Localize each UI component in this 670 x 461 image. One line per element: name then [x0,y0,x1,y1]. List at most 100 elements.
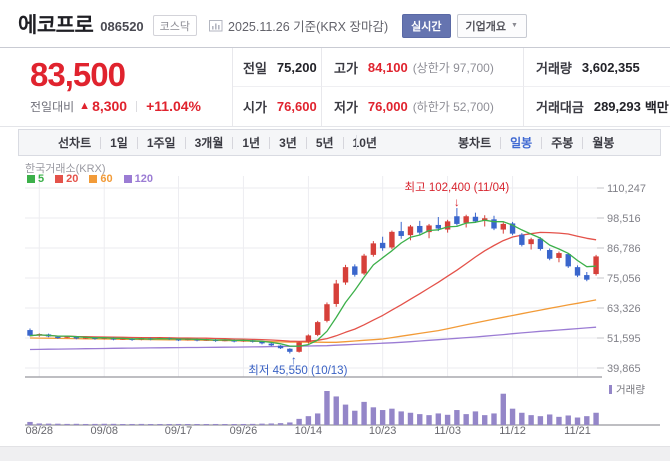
candle [333,283,339,304]
candle [472,216,479,222]
x-axis-label: 09/08 [90,425,118,437]
volume-bar [482,415,488,425]
volume-bar [147,424,154,425]
volume-bar [528,415,534,425]
volume-bar [417,414,423,425]
down-arrow-icon: ↓ [454,195,460,209]
ma-legend-item-5: 5 [27,173,44,185]
volume-bar [407,412,414,425]
volume-bar [565,415,571,425]
tab-일봉[interactable]: 일봉 [500,136,541,149]
tab-10년[interactable]: 10년 [342,136,386,149]
ma60-line [29,299,597,343]
price-change-row: 전일대비 ▲ 8,300 +11.04% [30,98,232,115]
realtime-button[interactable]: 실시간 [402,13,451,38]
candle [593,256,599,275]
ma120-line [29,326,597,351]
stock-name: 에코프로 [18,13,94,37]
candle [175,339,182,341]
candle [417,225,423,233]
stat-trading-value: 거래대금 289,293 백만 [523,87,670,126]
volume-bar [185,424,191,425]
volume-bar [296,418,302,425]
volume-bar [426,415,432,425]
stat-low: 저가 76,000 (하한가 52,700) [321,87,523,126]
change-label: 전일대비 [30,99,75,114]
tab-월봉[interactable]: 월봉 [582,136,623,149]
y-axis-label: 51,595 [607,333,641,345]
tab-5년[interactable]: 5년 [305,136,343,149]
candle [444,221,451,230]
volume-bar [463,414,469,425]
ma5-line [29,219,597,347]
divider [136,100,138,112]
current-price-box: 83,500 전일대비 ▲ 8,300 +11.04% [0,48,233,126]
volume-bar [27,421,33,425]
volume-bar [546,414,553,425]
volume-bar [389,408,395,425]
tab-1주일[interactable]: 1주일 [136,136,185,149]
tab-3개월[interactable]: 3개월 [184,136,233,149]
stock-code: 086520 [100,18,144,34]
candle-type-tabs: 봉차트 일봉 주봉 월봉 [449,130,623,155]
volume-bar [175,423,182,425]
tab-3년[interactable]: 3년 [269,136,306,149]
y-axis-label: 75,056 [607,273,641,285]
volume-bar [277,423,284,425]
volume-bar [398,411,404,425]
x-axis-label: 09/17 [165,425,193,437]
ma20-line [29,231,597,343]
volume-bar [120,424,126,425]
volume-bar [36,423,42,425]
chevron-down-icon: ▼ [511,22,518,29]
tab-주봉[interactable]: 주봉 [541,136,582,149]
volume-bar [259,423,265,425]
volume-bar [212,423,219,425]
volume-bar [157,424,163,425]
candle [296,342,302,352]
y-axis-label: 110,247 [607,183,646,195]
volume-bar [584,416,590,425]
tab-1년[interactable]: 1년 [232,136,269,149]
volume-bar [444,414,451,425]
volume-bar [491,413,497,425]
company-overview-button[interactable]: 기업개요 ▼ [456,13,527,38]
candle [426,225,432,233]
candle [27,330,33,336]
candle [361,255,367,274]
volume-bar [472,411,479,425]
volume-bar [101,423,107,425]
volume-bar [203,424,210,425]
tab-선차트[interactable]: 선차트 [58,135,92,150]
y-axis-label: 63,326 [607,303,641,315]
volume-bar [454,410,460,425]
x-axis-label: 10/23 [369,425,397,437]
divider [356,135,357,150]
volume-bar [574,417,581,425]
volume-bar [82,423,89,425]
y-axis-label: 98,516 [607,213,641,225]
volume-bar [509,408,516,425]
volume-bar [287,422,293,425]
tab-봉차트[interactable]: 봉차트 [458,135,492,150]
volume-bar [45,423,52,425]
candle [314,322,321,335]
candle [305,335,312,342]
volume-bar [73,423,80,425]
market-badge: 코스닥 [152,14,198,36]
high-annotation: 최고 102,400 (11/04) [405,181,510,194]
header: 에코프로 086520 코스닥 2025.11.26 기준(KRX 장마감) 실… [0,0,670,47]
candle [277,345,284,349]
up-arrow-icon: ▲ [79,100,91,113]
tab-1일[interactable]: 1일 [100,136,137,149]
candle [565,254,571,267]
stat-high: 고가 84,100 (상한가 97,700) [321,48,523,87]
ma-legend-item-20: 20 [55,173,78,185]
volume-legend-label: 거래량 [616,384,645,396]
price-stats-grid: 전일 75,200 고가 84,100 (상한가 97,700) 거래량 3,6… [233,48,670,126]
chart-region: 한국거래소(KRX) 5 20 60 120 110,247 98,516 86,786 7… [0,158,670,445]
x-axis-label: 11/03 [434,425,461,437]
candlestick-chart: 110,247 98,516 86,786 75,056 63,326 51,595 39,… [25,176,660,437]
ma-legend-item-60: 60 [89,173,113,185]
period-tabs: 선차트 1일 1주일 3개월 1년 3년 5년 10년 [49,135,386,150]
